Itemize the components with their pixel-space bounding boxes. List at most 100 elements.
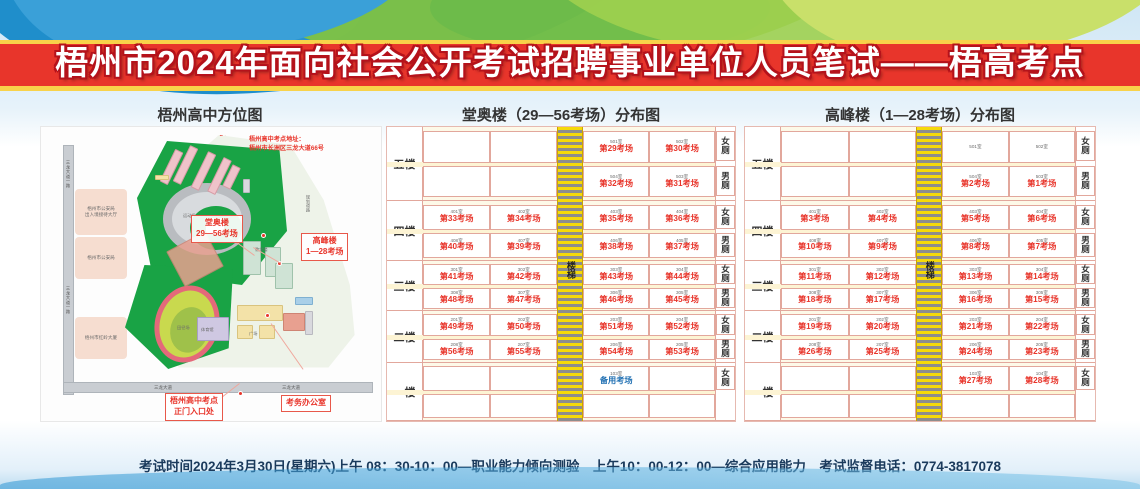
map-address: 梧州高中考点地址： 梧州市长洲区三龙大道66号 — [249, 136, 324, 153]
room-group-right: 403室 第5考场 404室 第6考场 — [942, 204, 1076, 230]
campus-map: 三龙大道一路 三龙大道一路 三龙大道 三龙大道 梧州市公安局 出入境接待大厅 梧州… — [40, 126, 382, 422]
building-diagram-gaofeng: 五楼501室502室504室第2考场503室第1考场女厕男厕四楼401室第3考场… — [744, 126, 1096, 422]
room-cell: 401室 第33考场 — [423, 204, 491, 230]
room-group-left — [781, 366, 917, 391]
footer-decoration — [0, 467, 1140, 489]
exam-room-name: 第1考场 — [1027, 178, 1057, 188]
map-label-field: 田径场 — [177, 325, 190, 330]
exam-room-name: 第41考场 — [439, 271, 474, 281]
room-group-right: 303室 第43考场 304室 第44考场 — [583, 264, 715, 285]
room-cell: 304室 第44考场 — [649, 264, 715, 285]
exam-room-name: 第10考场 — [797, 242, 832, 252]
room-number: 403室 — [610, 209, 623, 215]
room-row: 408室 第40考场 407室 第39考场 406室 第38考场 405室 第37考场 — [423, 232, 715, 258]
exam-room-name: 第3考场 — [800, 214, 830, 224]
exam-room-name: 第52考场 — [665, 322, 699, 332]
exam-room-name: 第49考场 — [439, 322, 474, 332]
exam-room-name: 第33考场 — [439, 214, 474, 224]
exam-room-name: 第31考场 — [665, 178, 699, 188]
room-number: 406室 — [610, 237, 623, 243]
exam-room-name: 第54考场 — [599, 346, 634, 356]
room-number: 404室 — [1035, 209, 1048, 215]
map-label-planned-road: 规划道路 — [306, 195, 311, 212]
exam-room-name: 第51考场 — [599, 322, 634, 332]
exam-room-name: 第34考场 — [506, 214, 541, 224]
room-cell: 103室 第27考场 — [942, 366, 1009, 391]
room-number: 501室 — [969, 143, 982, 149]
restroom-male: 男厕 — [716, 338, 735, 360]
exam-room-name: 第29考场 — [599, 144, 634, 154]
room-row: 208室 第26考场 207室 第25考场 206室 第24考场 205室 第23考场 — [781, 338, 1076, 361]
room-cell: 501室 — [942, 131, 1009, 163]
room-cell: 305室 第15考场 — [1008, 287, 1076, 309]
exam-room-name: 第19考场 — [797, 322, 832, 332]
exam-room-name: 第16考场 — [958, 295, 993, 305]
place-block-immigration: 梧州市公安局 出入境接待大厅 — [75, 189, 127, 235]
room-group-right: 303室 第13考场 304室 第14考场 — [942, 264, 1076, 285]
room-group-left — [423, 393, 558, 419]
restroom-column: 女厕男厕 — [715, 261, 735, 310]
map-label-plaza: 广场 — [249, 331, 258, 336]
restroom-female: 女厕 — [716, 204, 735, 229]
road-label-left-top: 三龙大道一路 — [66, 160, 71, 189]
room-row — [781, 393, 1076, 419]
restroom-male: 男厕 — [1076, 232, 1095, 257]
room-number: 502室 — [675, 139, 689, 145]
exam-room-name: 第17考场 — [865, 295, 900, 305]
room-number: 407室 — [517, 237, 530, 243]
room-number: 204室 — [675, 317, 689, 323]
room-cell-empty — [848, 166, 917, 198]
room-number: 502室 — [1035, 143, 1048, 149]
room-number: 103室 — [969, 370, 982, 376]
room-cell: 307室 第17考场 — [848, 287, 917, 309]
room-row: 301室 第11考场 302室 第12考场 303室 第13考场 304室 第14考场 — [781, 264, 1076, 285]
room-group-left — [423, 131, 558, 163]
room-row: 504室 第32考场 503室 第31考场 — [423, 166, 715, 198]
room-cell: 502室 — [1008, 131, 1076, 163]
room-cell: 304室 第14考场 — [1008, 264, 1076, 285]
exam-room-name: 第32考场 — [599, 178, 634, 188]
room-row: 501室 第29考场 502室 第30考场 — [423, 131, 715, 163]
room-cell: 308室 第18考场 — [781, 287, 849, 309]
room-number: 201室 — [450, 317, 463, 323]
restroom-male: 男厕 — [716, 166, 735, 196]
exam-room-name: 第48考场 — [439, 295, 474, 305]
room-group-left: 208室 第56考场 207室 第55考场 — [423, 338, 558, 361]
room-row: 208室 第56考场 207室 第55考场 206室 第54考场 205室 第53考场 — [423, 338, 715, 361]
restroom-column: 女厕 — [715, 363, 735, 420]
room-number: 503室 — [1035, 174, 1048, 180]
room-number: 501室 — [610, 139, 623, 145]
room-group-right: 203室 第51考场 204室 第52考场 — [583, 314, 715, 336]
room-cell: 207室 第55考场 — [490, 338, 558, 361]
room-cell: 407室 第39考场 — [490, 232, 558, 258]
room-cell: 205室 第53考场 — [649, 338, 715, 361]
room-cell-empty — [583, 393, 650, 419]
exam-room-name: 第28考场 — [1024, 375, 1059, 385]
restroom-column: 女厕男厕 — [1075, 311, 1095, 362]
room-group-right: 504室 第32考场 503室 第31考场 — [583, 166, 715, 198]
room-group-left: 208室 第26考场 207室 第25考场 — [781, 338, 917, 361]
room-number: 406室 — [969, 237, 982, 243]
exam-room-name: 第40考场 — [439, 242, 474, 252]
room-cell-empty — [848, 131, 917, 163]
room-number: 208室 — [450, 341, 463, 347]
room-number: 203室 — [610, 317, 623, 323]
room-cell: 205室 第23考场 — [1008, 338, 1076, 361]
room-cell-empty — [848, 393, 917, 419]
exam-room-name: 第23考场 — [1024, 346, 1059, 356]
restroom-female: 女厕 — [716, 264, 735, 284]
exam-room-name: 备用考场 — [599, 375, 633, 385]
map-marker-gate — [238, 391, 243, 396]
room-cell: 503室 第31考场 — [649, 166, 715, 198]
room-number: 401室 — [808, 209, 821, 215]
room-number: 305室 — [675, 290, 689, 296]
restroom-male: 男厕 — [1076, 338, 1095, 360]
room-number: 401室 — [450, 209, 463, 215]
room-group-left — [423, 366, 558, 391]
room-row: 308室 第18考场 307室 第17考场 306室 第16考场 305室 第15考场 — [781, 287, 1076, 309]
room-group-left — [781, 131, 917, 163]
exam-room-name: 第9考场 — [867, 242, 897, 252]
stairwell — [557, 127, 584, 421]
room-number: 304室 — [675, 266, 689, 272]
room-cell-empty — [423, 166, 491, 198]
